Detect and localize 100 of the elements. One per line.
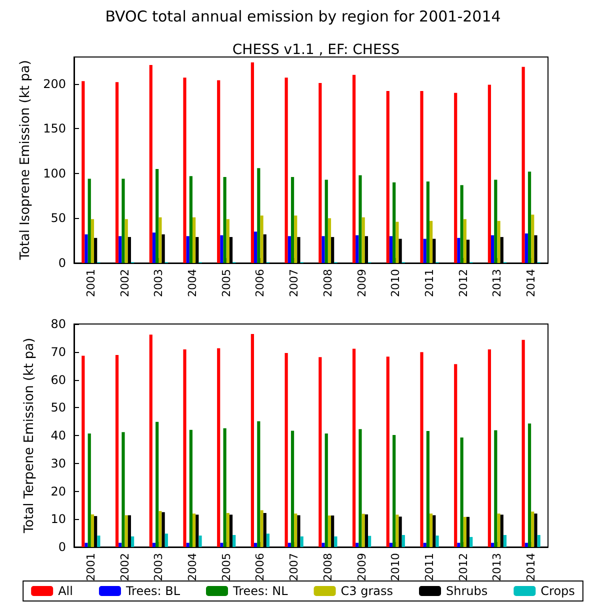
x-tick-label: 2008 bbox=[321, 269, 334, 298]
x-tick-label: 2010 bbox=[389, 553, 402, 581]
chart-subtitle: CHESS v1.1 , EF: CHESS bbox=[232, 42, 400, 58]
x-tick-label: 2012 bbox=[456, 269, 470, 298]
bar bbox=[389, 542, 393, 547]
bar bbox=[284, 78, 288, 264]
bar bbox=[186, 542, 190, 547]
bar bbox=[426, 182, 430, 264]
bar bbox=[528, 172, 532, 264]
bar bbox=[226, 219, 230, 264]
bar bbox=[294, 514, 298, 547]
bar bbox=[318, 82, 322, 264]
bar bbox=[324, 434, 328, 547]
bar bbox=[524, 233, 528, 264]
y-tick-label: 150 bbox=[43, 122, 66, 136]
x-tick-label: 2011 bbox=[423, 553, 436, 581]
bar bbox=[356, 542, 359, 547]
bar bbox=[324, 180, 328, 264]
bar bbox=[524, 542, 528, 547]
legend-label: Trees: BL bbox=[124, 584, 180, 598]
bar bbox=[294, 216, 298, 264]
bar bbox=[254, 542, 258, 547]
bar bbox=[362, 514, 365, 547]
bar bbox=[420, 91, 424, 264]
bar bbox=[156, 422, 159, 547]
y-tick-label: 0 bbox=[58, 540, 66, 554]
bar bbox=[257, 168, 260, 264]
x-tick-label: 2006 bbox=[254, 553, 267, 581]
bar bbox=[220, 542, 224, 547]
bar bbox=[356, 235, 359, 264]
bar bbox=[152, 232, 156, 264]
bar bbox=[149, 65, 152, 264]
bar bbox=[322, 542, 325, 547]
bar bbox=[423, 542, 426, 547]
bar bbox=[82, 81, 85, 264]
bar bbox=[192, 514, 196, 547]
y-tick-label: 50 bbox=[50, 400, 66, 415]
bar bbox=[491, 235, 494, 264]
bar bbox=[322, 236, 325, 264]
bar bbox=[531, 214, 534, 264]
bar bbox=[130, 536, 134, 547]
bar bbox=[423, 238, 426, 264]
legend-label: C3 grass bbox=[340, 584, 394, 598]
bar bbox=[118, 542, 122, 547]
bar bbox=[358, 429, 362, 547]
x-tick-label: 2002 bbox=[118, 269, 132, 298]
y-tick-label: 200 bbox=[43, 76, 66, 91]
x-tick-label: 2003 bbox=[152, 553, 166, 581]
x-tick-label: 2009 bbox=[355, 269, 368, 298]
y-tick-label: 20 bbox=[50, 484, 66, 498]
bar bbox=[152, 542, 156, 547]
bar bbox=[124, 515, 128, 547]
bar bbox=[223, 177, 226, 264]
bar bbox=[250, 62, 254, 264]
bar bbox=[226, 512, 230, 547]
bar bbox=[118, 236, 122, 264]
bar bbox=[198, 536, 202, 547]
bar bbox=[158, 217, 162, 264]
bar bbox=[528, 424, 532, 547]
bar bbox=[266, 534, 270, 547]
bar bbox=[115, 82, 119, 264]
y-tick-label: 40 bbox=[50, 428, 66, 442]
x-tick-label: 2010 bbox=[389, 269, 402, 298]
y-axis-title: Total Isoprene Emission (kt pa) bbox=[18, 60, 34, 261]
bar bbox=[183, 349, 186, 547]
y-tick-label: 50 bbox=[50, 211, 66, 226]
bar bbox=[288, 236, 291, 264]
bar bbox=[328, 516, 332, 547]
x-tick-label: 2007 bbox=[288, 553, 301, 581]
bar bbox=[260, 510, 264, 547]
bar bbox=[494, 180, 498, 264]
bar bbox=[430, 514, 433, 547]
bar bbox=[531, 512, 534, 547]
bar bbox=[522, 340, 525, 547]
bar bbox=[430, 220, 433, 264]
y-axis-title: Total Terpene Emission (kt pa) bbox=[22, 338, 37, 534]
legend-label: Crops bbox=[540, 584, 575, 598]
bar bbox=[352, 348, 356, 547]
bar bbox=[386, 91, 390, 264]
bar bbox=[217, 348, 220, 547]
bar bbox=[254, 232, 258, 264]
bar bbox=[454, 364, 458, 547]
x-tick-label: 2014 bbox=[524, 553, 538, 581]
bar bbox=[396, 514, 399, 547]
bar bbox=[84, 542, 88, 547]
bar bbox=[396, 222, 399, 264]
bar bbox=[217, 80, 220, 264]
bar bbox=[158, 511, 162, 547]
x-tick-label: 2005 bbox=[220, 269, 233, 298]
bar bbox=[88, 434, 91, 547]
bar bbox=[497, 220, 500, 264]
bar bbox=[115, 354, 119, 547]
chart-title: BVOC total annual emission by region for 2001-2014 bbox=[105, 8, 501, 26]
bar bbox=[491, 542, 494, 547]
x-tick-label: 2014 bbox=[524, 269, 538, 298]
x-tick-label: 2002 bbox=[118, 553, 132, 581]
bar bbox=[260, 216, 264, 264]
bar bbox=[352, 74, 356, 264]
bar bbox=[290, 177, 294, 264]
bar bbox=[192, 217, 196, 264]
